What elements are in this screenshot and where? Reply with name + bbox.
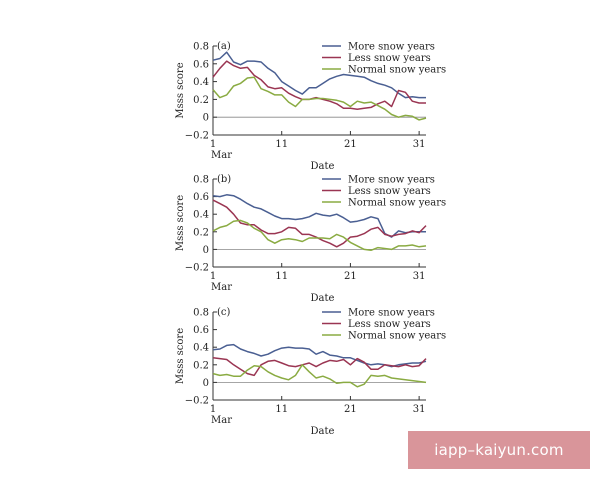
y-tick-label: 0.8 bbox=[193, 42, 209, 53]
x-axis-title: Date bbox=[311, 293, 335, 304]
legend-label: Normal snow years bbox=[348, 198, 446, 209]
watermark-banner: iapp–kaiyun.com bbox=[408, 431, 590, 469]
x-tick-label: 31 bbox=[413, 139, 426, 150]
y-tick-label: 0 bbox=[203, 378, 209, 389]
x-tick-label: 11 bbox=[275, 139, 288, 150]
y-tick-label: 0.2 bbox=[193, 227, 209, 238]
x-month-label: Mar bbox=[211, 150, 232, 161]
watermark-text: iapp–kaiyun.com bbox=[434, 441, 564, 459]
legend-label: Normal snow years bbox=[348, 331, 446, 342]
x-tick-label: 1 bbox=[210, 404, 216, 415]
y-tick-label: −0.2 bbox=[185, 131, 209, 142]
y-tick-label: −0.2 bbox=[185, 263, 209, 274]
y-tick-label: 0.6 bbox=[193, 325, 209, 336]
legend-label: More snow years bbox=[348, 308, 435, 319]
panel-label: (a) bbox=[217, 41, 231, 52]
y-axis-title: Msss score bbox=[175, 328, 186, 384]
y-tick-label: 0.6 bbox=[193, 59, 209, 70]
y-tick-label: 0.2 bbox=[193, 95, 209, 106]
y-tick-label: 0.4 bbox=[193, 210, 209, 221]
x-axis-title: Date bbox=[311, 161, 335, 172]
x-tick-label: 21 bbox=[344, 271, 357, 282]
x-month-label: Mar bbox=[211, 415, 232, 426]
x-tick-label: 21 bbox=[344, 404, 357, 415]
x-tick-label: 31 bbox=[413, 271, 426, 282]
x-tick-label: 11 bbox=[275, 404, 288, 415]
series-line-1 bbox=[212, 51, 426, 99]
x-tick-label: 1 bbox=[210, 271, 216, 282]
y-tick-label: 0 bbox=[203, 245, 209, 256]
y-tick-label: −0.2 bbox=[185, 396, 209, 407]
y-tick-label: 0.6 bbox=[193, 192, 209, 203]
y-tick-label: 0.4 bbox=[193, 343, 209, 354]
legend-label: More snow years bbox=[348, 42, 435, 53]
panel-label: (c) bbox=[217, 307, 231, 318]
legend-label: Normal snow years bbox=[348, 65, 446, 76]
y-tick-label: 0.8 bbox=[193, 175, 209, 186]
y-axis-title: Msss score bbox=[175, 62, 186, 118]
series-line-3 bbox=[212, 219, 427, 252]
y-tick-label: 0.8 bbox=[193, 308, 209, 319]
legend-label: Less snow years bbox=[348, 186, 431, 197]
x-tick-label: 31 bbox=[413, 404, 426, 415]
x-axis-title: Date bbox=[311, 426, 335, 437]
x-month-label: Mar bbox=[211, 282, 232, 293]
x-tick-label: 1 bbox=[210, 139, 216, 150]
x-tick-label: 11 bbox=[275, 271, 288, 282]
y-axis-title: Msss score bbox=[175, 195, 186, 251]
series-line-2 bbox=[212, 357, 427, 377]
series-line-1 bbox=[212, 343, 427, 368]
series-line-3 bbox=[212, 76, 427, 121]
legend-label: Less snow years bbox=[348, 319, 431, 330]
legend-label: Less snow years bbox=[348, 53, 431, 64]
y-tick-label: 0.2 bbox=[193, 360, 209, 371]
y-tick-label: 0.4 bbox=[193, 77, 209, 88]
series-line-3 bbox=[212, 364, 427, 388]
panel-label: (b) bbox=[217, 174, 231, 185]
y-tick-label: 0 bbox=[203, 113, 209, 124]
legend-label: More snow years bbox=[348, 175, 435, 186]
x-tick-label: 21 bbox=[344, 139, 357, 150]
